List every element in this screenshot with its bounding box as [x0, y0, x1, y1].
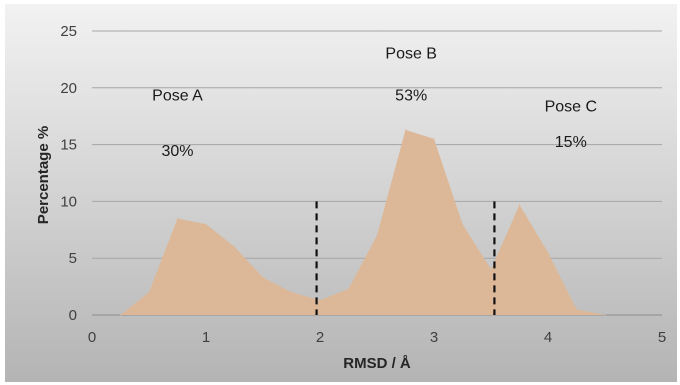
y-tick-label: 10: [60, 193, 77, 210]
data-point: [148, 291, 150, 293]
y-tick-label: 25: [60, 23, 77, 40]
pose-label: Pose B: [385, 45, 437, 62]
pose-percentage: 53%: [395, 87, 427, 104]
data-point: [404, 129, 407, 131]
x-tick-label: 5: [658, 329, 666, 346]
data-point: [233, 246, 236, 248]
chart-background: [5, 4, 677, 382]
x-axis-title: RMSD / Å: [343, 355, 411, 372]
data-point: [119, 314, 122, 316]
pose-label: Pose A: [152, 87, 203, 104]
data-point: [547, 251, 549, 254]
x-tick-label: 0: [88, 329, 96, 346]
area-series: [119, 129, 606, 316]
x-tick-label: 2: [316, 329, 324, 346]
x-tick-label: 4: [544, 329, 552, 346]
area-series-0: [120, 129, 605, 315]
data-point: [490, 268, 492, 271]
pose-dividers: [315, 201, 496, 315]
x-tick-label: 3: [430, 329, 438, 346]
data-point: [290, 291, 293, 293]
data-point: [575, 308, 578, 310]
x-tick-label: 1: [202, 329, 210, 346]
pose-label: Pose C: [545, 99, 597, 116]
data-point: [176, 217, 179, 220]
data-point: [604, 314, 606, 316]
data-point: [347, 288, 350, 290]
y-tick-label: 20: [60, 80, 77, 97]
pose-percentage: 30%: [161, 143, 193, 160]
y-tick-label: 5: [69, 250, 77, 267]
data-point: [461, 223, 464, 225]
data-point: [433, 138, 435, 140]
data-point: [319, 299, 321, 301]
tick-labels: 0 5 10 15 20 25 0 1 2 3 4 5: [60, 23, 666, 346]
pose-percentage: 15%: [555, 134, 587, 151]
data-point: [518, 204, 521, 206]
pose-annotations: Pose A 30% Pose B 53% Pose C 15%: [152, 45, 597, 160]
data-point: [205, 223, 207, 225]
y-tick-label: 15: [60, 137, 77, 154]
data-point: [376, 234, 378, 237]
y-axis-title: Percentage %: [35, 126, 52, 224]
y-tick-label: 0: [69, 307, 77, 324]
data-point: [262, 276, 264, 279]
